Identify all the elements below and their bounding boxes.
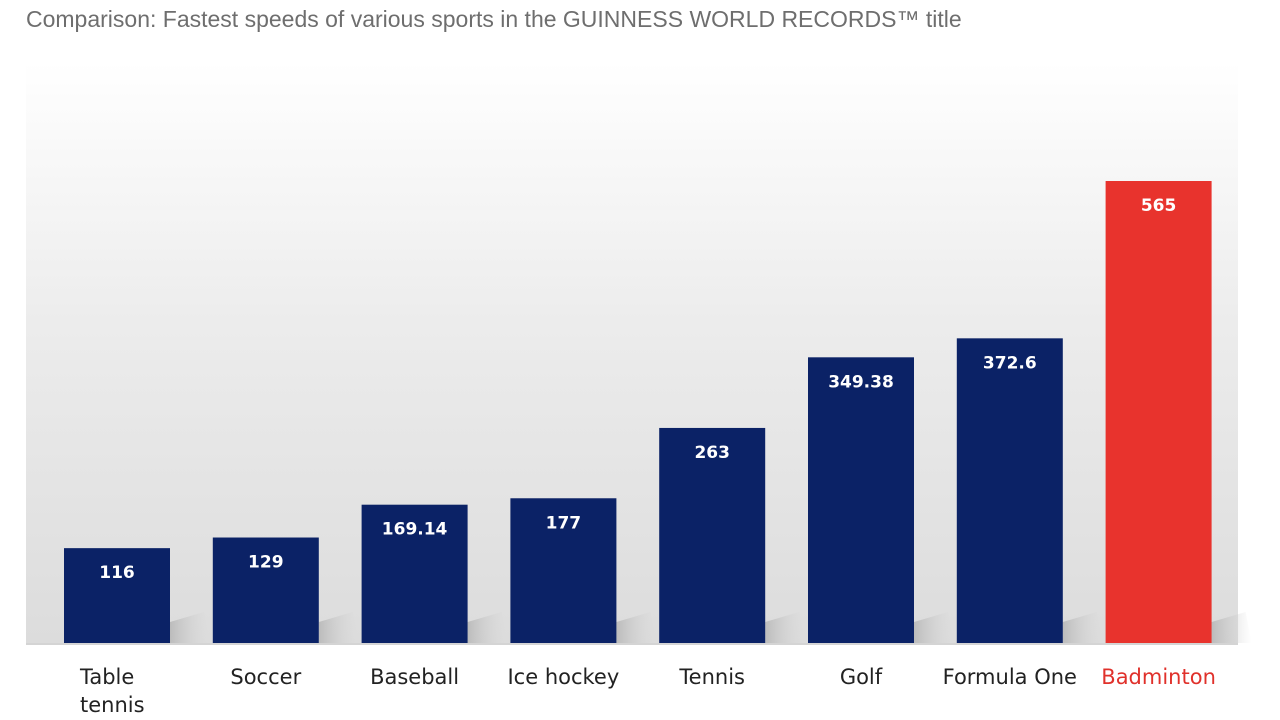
value-label-ice-hockey: 177 <box>546 513 582 533</box>
bar-ice-hockey <box>510 498 617 643</box>
category-label-golf: Golf <box>840 665 883 689</box>
category-label-tennis: Tennis <box>678 665 745 689</box>
bar-formula-one <box>956 338 1063 643</box>
category-label-table-tennis: Table tennis <box>79 665 145 717</box>
bar-shadow-badminton <box>1211 612 1252 643</box>
category-label-badminton: Badminton <box>1101 665 1216 689</box>
bar-shadow-ice-hockey <box>616 612 657 643</box>
chart-title: Comparison: Fastest speeds of various sp… <box>26 6 962 32</box>
category-label-formula-one: Formula One <box>943 665 1077 689</box>
value-label-badminton: 565 <box>1141 196 1177 216</box>
bar-shadow-golf <box>914 612 954 643</box>
value-label-baseball: 169.14 <box>382 520 448 540</box>
value-label-soccer: 129 <box>248 553 284 573</box>
bar-golf <box>808 357 914 643</box>
value-label-table-tennis: 116 <box>99 563 135 583</box>
bar-shadow-soccer <box>318 612 359 643</box>
bar-shadow-table-tennis <box>170 612 210 643</box>
bar-shadow-formula-one <box>1062 612 1103 643</box>
category-label-ice-hockey: Ice hockey <box>507 665 619 689</box>
bar-shadow-baseball <box>467 612 508 643</box>
value-label-golf: 349.38 <box>828 372 894 392</box>
bar-baseball <box>361 504 468 643</box>
value-label-tennis: 263 <box>694 443 730 463</box>
bar-shadow-tennis <box>765 612 806 643</box>
category-label-soccer: Soccer <box>230 665 301 689</box>
bar-tennis <box>659 427 766 643</box>
value-label-formula-one: 372.6 <box>983 353 1037 373</box>
category-label-baseball: Baseball <box>370 665 459 689</box>
bar-table-tennis <box>64 548 170 643</box>
plot-floor <box>26 643 1238 645</box>
bar-soccer <box>212 537 319 643</box>
bar-badminton <box>1105 181 1212 643</box>
